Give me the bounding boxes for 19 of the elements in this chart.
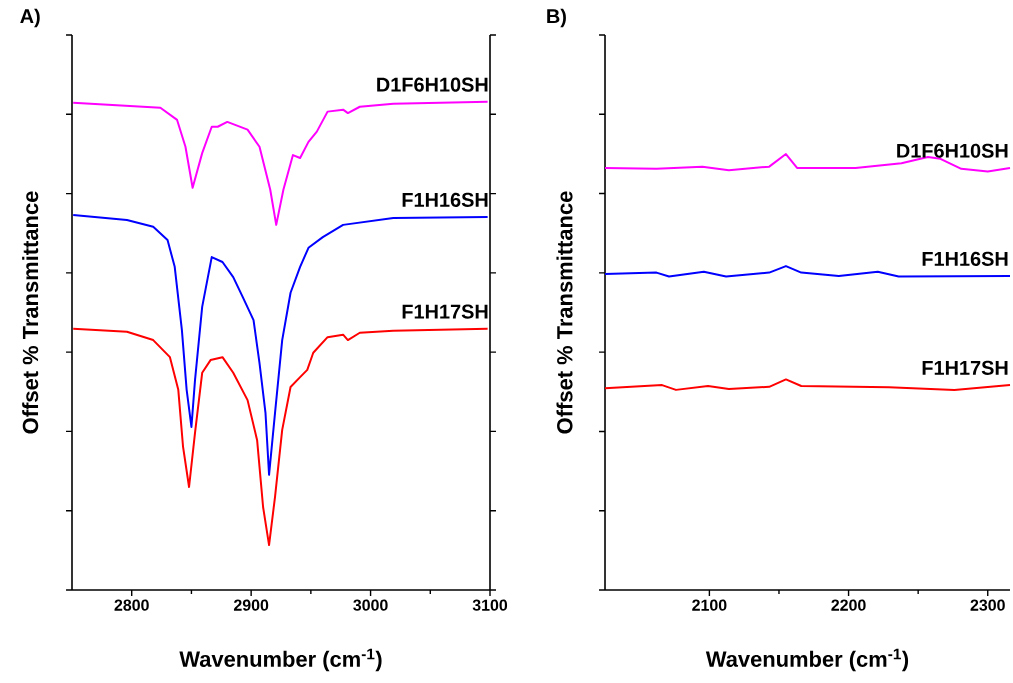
chart-title: B) <box>547 8 566 28</box>
x-tick-label: 3000 <box>353 599 388 611</box>
series-label: D1F6H10SH <box>377 77 488 92</box>
x-tick-label: 2200 <box>831 599 866 611</box>
x-axis-title: Wavenumber (cm$^{-1}$) <box>705 648 909 672</box>
series-label: F1H17SH <box>922 360 1008 375</box>
x-tick-label: 2300 <box>970 599 1005 611</box>
x-tick-label: 2100 <box>692 599 727 611</box>
chart-title: A) <box>20 8 40 28</box>
x-tick-label: 3100 <box>472 599 508 611</box>
series-label: F1H16SH <box>922 251 1008 266</box>
series-label: D1F6H10SH <box>897 143 1008 158</box>
x-tick-label: 2900 <box>233 599 269 611</box>
series-label: F1H17SH <box>402 304 488 319</box>
x-axis-title: Wavenumber (cm$^{-1}$) <box>179 648 382 672</box>
y-axis-title: Offset % Transmittance <box>556 191 573 434</box>
x-tick-label: 2800 <box>114 599 149 611</box>
series-label: F1H16SH <box>402 192 488 207</box>
y-axis-title: Offset % Transmittance <box>22 191 39 434</box>
